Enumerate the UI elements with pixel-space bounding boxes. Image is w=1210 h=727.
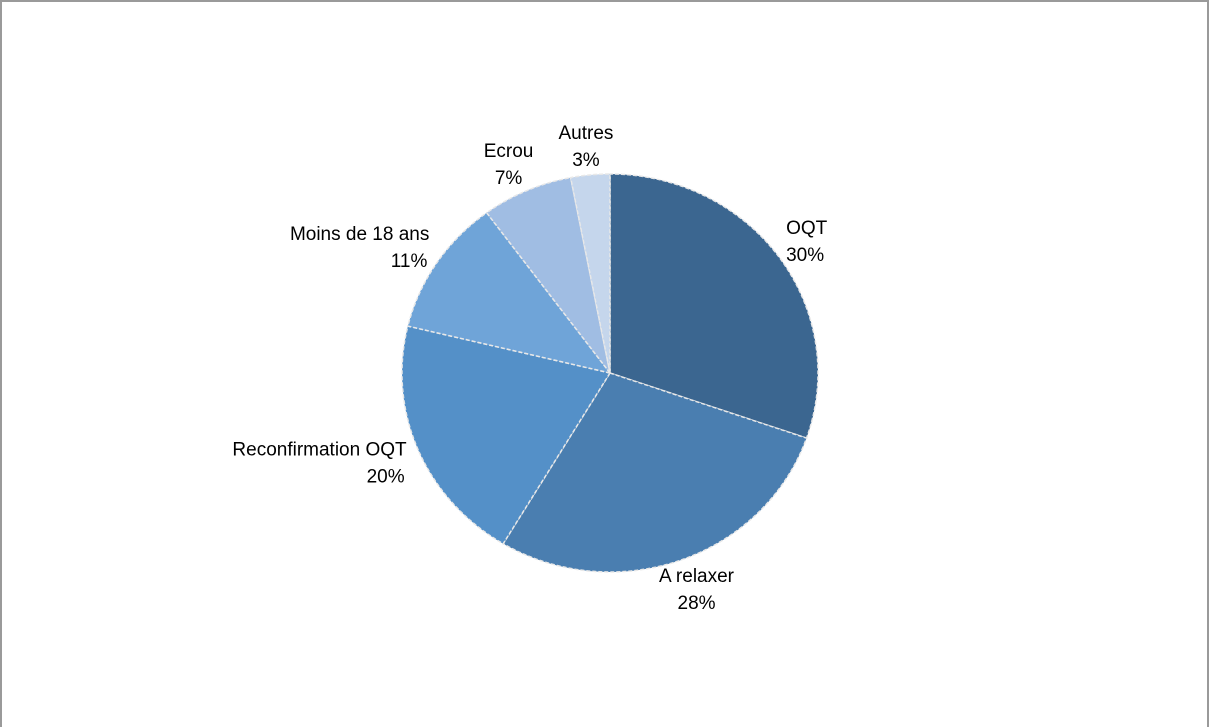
- slice-label: OQT: [786, 218, 828, 239]
- pie-slice: [569, 173, 611, 374]
- pie-slice: [502, 372, 808, 573]
- pie-slice: [401, 325, 612, 545]
- slice-label: Moins de 18 ans: [290, 224, 429, 245]
- pie-slice: [406, 211, 612, 375]
- slice-value-label: 28%: [678, 593, 716, 614]
- slice-value-label: 7%: [495, 168, 523, 189]
- slice-label: A relaxer: [659, 566, 735, 587]
- slice-value-label: 3%: [572, 150, 600, 171]
- slice-value-label: 30%: [786, 245, 824, 266]
- slice-label: Reconfirmation OQT: [232, 439, 407, 460]
- pie-slice: [485, 176, 611, 374]
- slice-value-label: 20%: [367, 466, 405, 487]
- slice-label: Autres: [558, 123, 613, 144]
- slice-label: Ecrou: [484, 141, 534, 162]
- slice-value-label: 11%: [391, 251, 428, 272]
- pie-slice: [609, 173, 819, 440]
